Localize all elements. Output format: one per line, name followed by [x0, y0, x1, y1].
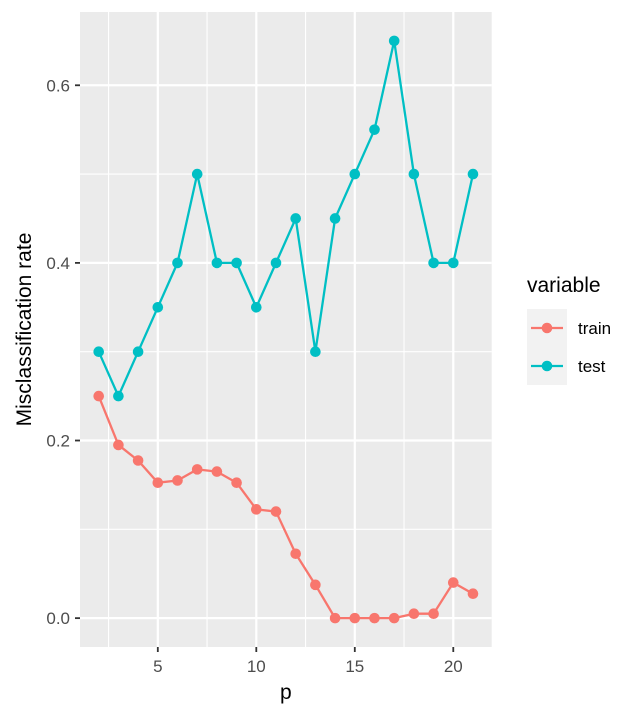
- train-point: [447, 577, 459, 588]
- test-point: [408, 168, 420, 180]
- x-tick-label: 10: [247, 657, 266, 676]
- series-train: [93, 390, 479, 624]
- legend-label-test: test: [578, 357, 606, 376]
- train-point: [428, 608, 439, 619]
- x-tick-label: 15: [345, 657, 364, 676]
- test-point: [172, 257, 183, 269]
- train-point: [132, 455, 144, 466]
- test-point: [93, 346, 105, 358]
- y-axis-title: Misclassification rate: [13, 233, 36, 427]
- y-tick-label: 0.2: [46, 432, 70, 451]
- plot-panel: [80, 12, 492, 647]
- train-point: [388, 612, 400, 624]
- legend-key-point-test: [541, 360, 553, 372]
- test-point: [113, 390, 124, 402]
- grid-minor-layer: [80, 12, 492, 647]
- test-point: [310, 346, 321, 358]
- test-point: [290, 213, 301, 224]
- x-axis-title: p: [280, 681, 292, 704]
- test-point: [231, 257, 242, 269]
- train-point: [93, 390, 105, 402]
- train-point: [113, 439, 124, 451]
- train-point: [231, 477, 242, 488]
- series-layer: [93, 35, 479, 624]
- train-point: [191, 464, 203, 475]
- x-tick-label: 5: [153, 657, 162, 676]
- train-point: [251, 504, 262, 515]
- train-point: [369, 612, 380, 624]
- grid-major-layer: [80, 12, 492, 647]
- axis-layer: 5 10 15 20 0.0 0.2 0.4 0.6: [46, 76, 462, 676]
- test-point: [428, 257, 439, 269]
- test-point: [191, 168, 203, 180]
- test-point: [388, 35, 400, 47]
- test-point: [369, 124, 380, 135]
- train-point: [290, 548, 301, 560]
- test-point: [251, 301, 262, 313]
- legend-key-point-train: [541, 322, 553, 334]
- x-tick-label: 20: [444, 657, 463, 676]
- y-tick-label: 0.0: [46, 609, 70, 628]
- legend-title: variable: [527, 274, 601, 297]
- legend: variable train test: [527, 274, 611, 385]
- train-point: [349, 612, 361, 624]
- train-point: [152, 477, 164, 488]
- legend-label-train: train: [578, 319, 611, 338]
- test-point: [467, 168, 479, 180]
- train-point: [408, 608, 420, 619]
- train-point: [172, 475, 183, 486]
- test-point: [211, 257, 223, 269]
- test-line: [97, 39, 475, 398]
- series-test: [93, 35, 479, 402]
- legend-keys-layer: train test: [527, 309, 611, 385]
- train-point: [310, 579, 321, 591]
- test-point: [447, 257, 459, 269]
- test-point: [329, 213, 341, 224]
- y-tick-label: 0.4: [46, 254, 70, 273]
- train-point: [329, 612, 341, 624]
- y-tick-label: 0.6: [46, 76, 70, 95]
- test-point: [270, 257, 282, 269]
- test-point: [152, 301, 164, 313]
- train-point: [270, 506, 282, 517]
- test-point: [132, 346, 144, 358]
- train-point: [467, 588, 479, 600]
- test-point: [349, 168, 361, 180]
- train-point: [211, 466, 223, 477]
